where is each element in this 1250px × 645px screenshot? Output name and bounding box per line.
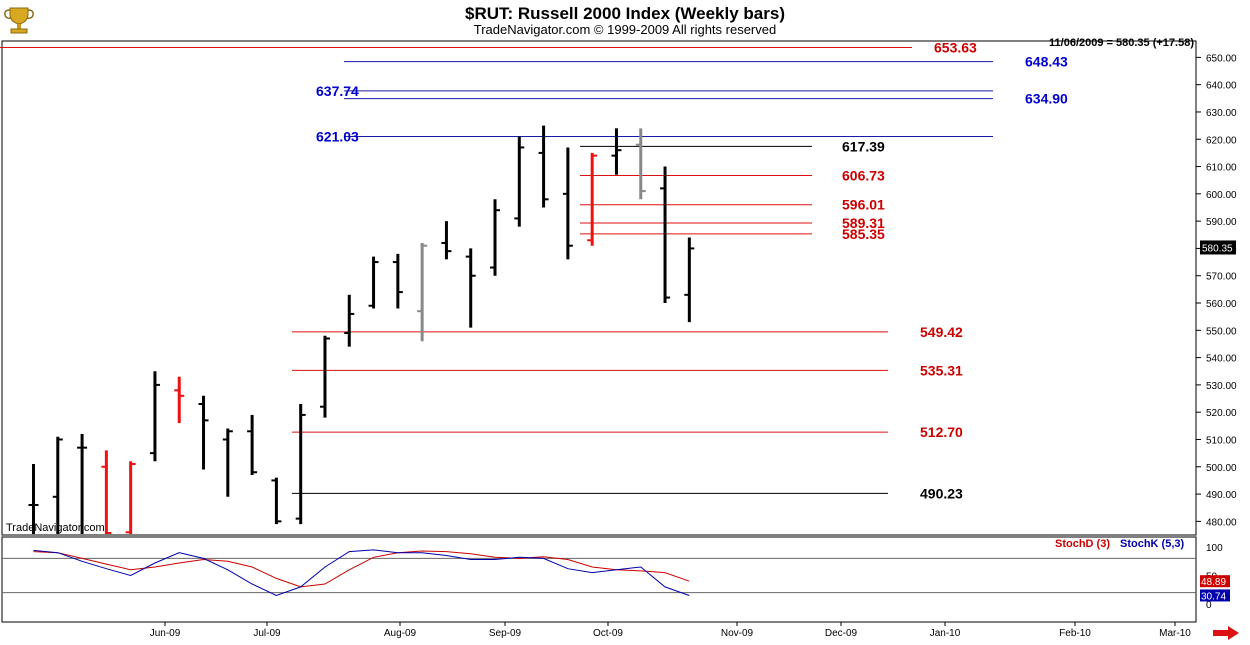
y-tick-label: 610.00 [1206, 163, 1237, 174]
ohlc-bar [77, 434, 88, 534]
stochd-legend: StochD (3) [1055, 538, 1110, 550]
ohlc-bar [125, 461, 136, 534]
stochd-line [33, 550, 690, 588]
price-panel [1, 40, 1197, 536]
y-tick-label: 640.00 [1206, 81, 1237, 92]
x-tick-label: Sep-09 [489, 628, 522, 639]
ohlc-bar [319, 335, 330, 418]
red-arrow-right-icon[interactable] [1212, 626, 1240, 645]
ohlc-bar [587, 152, 598, 246]
level-label: 512.70 [920, 424, 963, 440]
level-label: 596.01 [842, 197, 885, 213]
ohlc-bar [441, 221, 452, 260]
y-tick-label: 500.00 [1206, 463, 1237, 474]
ohlc-bar [465, 248, 476, 328]
y-tick-label: 560.00 [1206, 299, 1237, 310]
level-label: 617.39 [842, 138, 885, 154]
ohlc-bar [635, 128, 646, 200]
ohlc-bar [368, 256, 379, 309]
x-tick-label: Jan-10 [930, 628, 961, 639]
y-tick-label: 510.00 [1206, 435, 1237, 446]
chart-header: $RUT: Russell 2000 Index (Weekly bars) T… [0, 0, 1250, 40]
y-tick-label: 550.00 [1206, 326, 1237, 337]
stoch-tick-label: 0 [1206, 600, 1212, 611]
y-tick-label: 490.00 [1206, 490, 1237, 501]
stochk-line [33, 549, 690, 597]
ohlc-bar [295, 403, 306, 525]
level-label: 653.63 [934, 39, 977, 55]
y-tick-label: 530.00 [1206, 381, 1237, 392]
level-label: 606.73 [842, 167, 885, 183]
x-tick-label: Feb-10 [1059, 628, 1091, 639]
y-tick-label: 650.00 [1206, 53, 1237, 64]
y-tick-label: 630.00 [1206, 108, 1237, 119]
watermark-text: TradeNavigator.com [6, 522, 105, 534]
level-label: 648.43 [1025, 54, 1068, 70]
ohlc-bar [271, 477, 282, 525]
stoch-tick-label: 100 [1206, 543, 1223, 554]
ohlc-bar [611, 128, 622, 175]
level-label: 589.31 [842, 215, 885, 231]
stochk-last-label: 30.74 [1201, 591, 1226, 602]
ohlc-bar [247, 414, 258, 475]
x-tick-label: Mar-10 [1159, 628, 1191, 639]
ohlc-bar [660, 166, 671, 304]
y-tick-label: 590.00 [1206, 217, 1237, 228]
x-tick-label: Aug-09 [384, 628, 417, 639]
ohlc-bar [101, 450, 112, 534]
ohlc-bar [222, 428, 233, 497]
y-tick-label: 620.00 [1206, 135, 1237, 146]
ohlc-bar [52, 436, 63, 534]
trophy-icon[interactable] [2, 4, 36, 36]
level-label: 490.23 [920, 485, 963, 501]
level-label: 535.31 [920, 362, 963, 378]
stochk-last-tag [1200, 589, 1230, 602]
quote-readout: 11/06/2009 = 580.35 (+17.58) [1049, 37, 1194, 49]
x-tick-label: Jul-09 [253, 628, 281, 639]
chart-subtitle: TradeNavigator.com © 1999-2009 All right… [473, 22, 777, 37]
ohlc-bar [684, 237, 695, 323]
last-price-label: 580.35 [1202, 243, 1233, 254]
ohlc-bar [174, 376, 185, 424]
stochd-last-label: 48.89 [1201, 577, 1226, 588]
stochk-legend: StochK (5,3) [1120, 538, 1185, 550]
ohlc-bar [28, 464, 39, 534]
y-tick-label: 600.00 [1206, 190, 1237, 201]
ohlc-bar [344, 294, 355, 347]
level-label: 634.90 [1025, 91, 1068, 107]
level-label: 549.42 [920, 324, 963, 340]
ohlc-bar [417, 242, 428, 342]
x-tick-label: Nov-09 [721, 628, 754, 639]
x-tick-label: Oct-09 [593, 628, 623, 639]
ohlc-bar [392, 253, 403, 309]
chart-title: $RUT: Russell 2000 Index (Weekly bars) [465, 4, 785, 23]
ohlc-bar [514, 136, 525, 227]
last-price-tag [1200, 240, 1236, 255]
stochd-last-tag [1200, 575, 1230, 588]
x-tick-label: Dec-09 [825, 628, 858, 639]
ohlc-bar [490, 199, 501, 276]
x-tick-label: Jun-09 [150, 628, 181, 639]
stochastic-panel [1, 536, 1197, 623]
ohlc-bar [198, 395, 209, 470]
ohlc-bar [149, 371, 160, 462]
y-tick-label: 570.00 [1206, 272, 1237, 283]
y-tick-label: 480.00 [1206, 517, 1237, 528]
ohlc-bar [538, 125, 549, 208]
y-tick-label: 540.00 [1206, 354, 1237, 365]
level-label: 621.03 [316, 128, 359, 144]
y-tick-label: 520.00 [1206, 408, 1237, 419]
level-label: 637.74 [316, 83, 359, 99]
level-label: 585.35 [842, 226, 885, 242]
ohlc-bar [562, 147, 573, 260]
